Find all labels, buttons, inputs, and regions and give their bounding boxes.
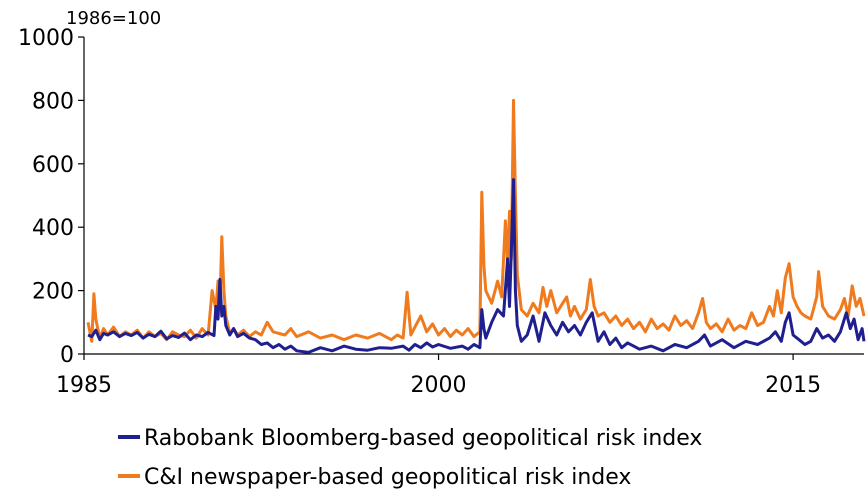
y-tick-label: 800 — [32, 89, 74, 114]
series-line-rabobank — [87, 178, 866, 354]
legend: Rabobank Bloomberg-based geopolitical ri… — [118, 426, 702, 490]
y-tick-label: 600 — [32, 153, 74, 178]
y-tick-label: 0 — [60, 343, 74, 368]
x-tick-label: 2015 — [765, 373, 821, 398]
x-tick-label: 1985 — [56, 373, 112, 398]
y-tick-label: 200 — [32, 280, 74, 305]
x-axis: 1985 2000 2015 — [56, 353, 864, 398]
series-lines — [86, 98, 866, 354]
y-axis: 0 200 400 600 800 1000 — [18, 26, 85, 368]
y-tick-label: 400 — [32, 216, 74, 241]
unit-label: 1986=100 — [66, 8, 161, 29]
legend-label-ci: C&I newspaper-based geopolitical risk in… — [144, 465, 631, 490]
legend-item-rabobank: Rabobank Bloomberg-based geopolitical ri… — [118, 426, 702, 451]
legend-label-rabobank: Rabobank Bloomberg-based geopolitical ri… — [144, 426, 702, 451]
legend-item-ci: C&I newspaper-based geopolitical risk in… — [118, 465, 631, 490]
series-line-ci — [86, 98, 866, 343]
y-tick-label: 1000 — [18, 26, 74, 51]
x-tick-label: 2000 — [411, 373, 467, 398]
